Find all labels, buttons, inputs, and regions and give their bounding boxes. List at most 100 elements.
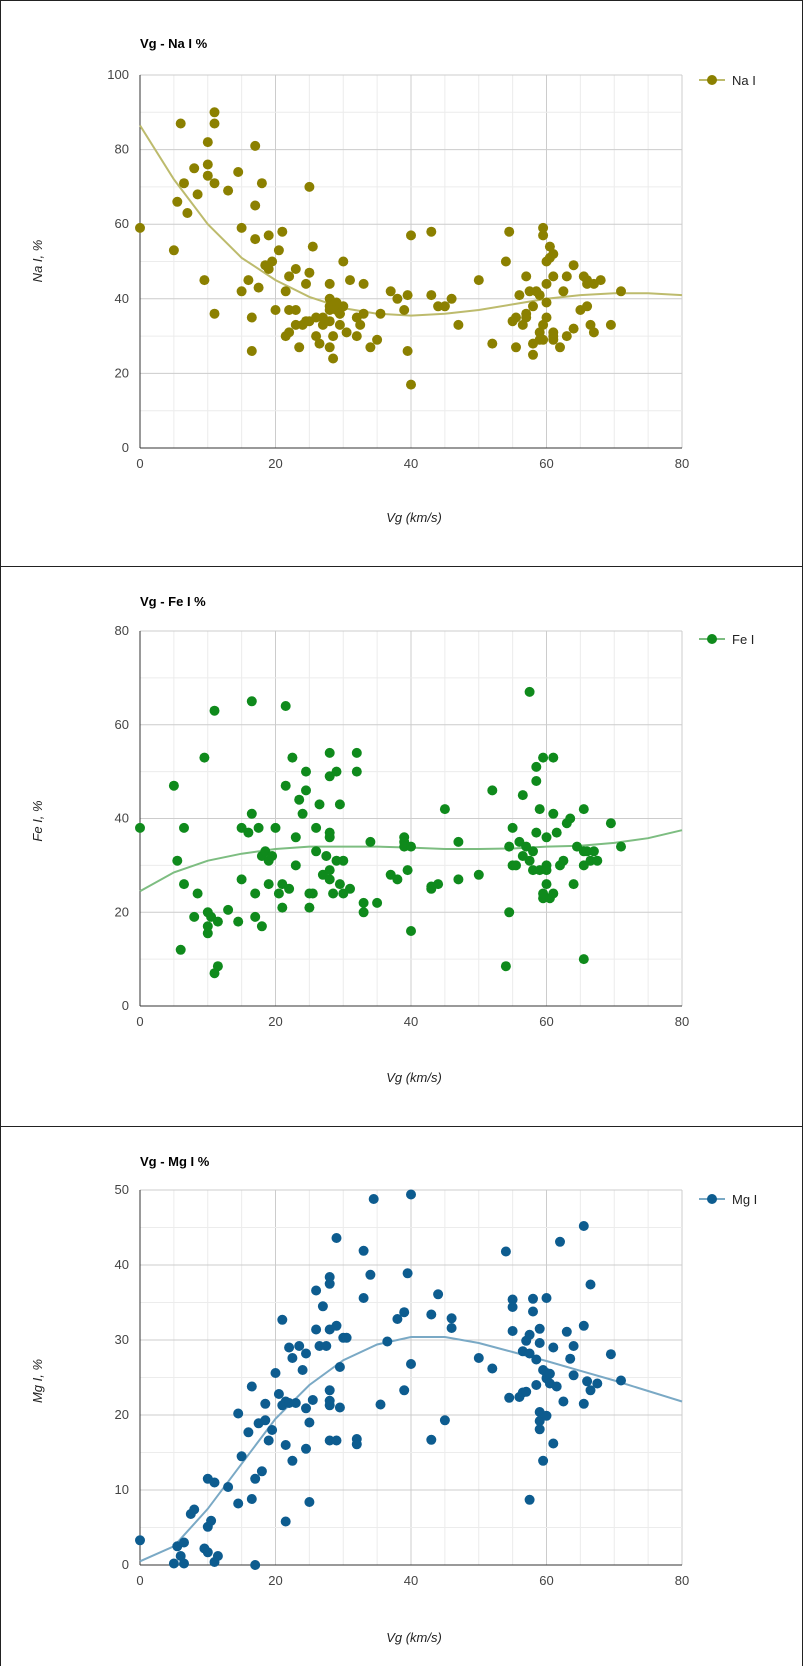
trendline [139,124,683,317]
data-point [250,1560,261,1570]
data-point [588,327,599,338]
data-point [324,278,335,289]
data-point [263,1435,274,1446]
data-point [256,178,267,189]
data-point [334,1362,345,1372]
data-point [372,897,383,908]
data-point [334,319,345,330]
data-point [290,860,301,871]
x-tick-label: 80 [675,1573,689,1588]
data-point [433,879,444,890]
data-point [368,1194,379,1204]
x-tick-label: 40 [404,456,418,471]
data-point [233,1498,244,1509]
data-point [280,286,291,297]
axes: 0 20 40 60 80 0 20 40 60 80 [115,623,690,1029]
data-point [402,865,413,876]
data-point [172,196,183,207]
chart-panel-na: 0 20 40 60 80 0 20 40 60 80 100 Vg - Na I % Vg (km… [0,0,803,567]
data-point [199,752,210,763]
data-point [246,1381,257,1392]
data-point [301,1348,311,1359]
data-point [311,846,322,857]
y-tick-label: 0 [122,998,129,1013]
data-point [473,1353,484,1363]
legend-marker [707,634,717,644]
data-point [399,1307,410,1318]
data-point [358,907,369,918]
data-point [277,226,288,237]
data-point [534,290,545,301]
data-point [605,818,616,829]
data-point [446,1313,457,1324]
data-point [578,804,589,815]
data-point [521,271,532,282]
data-point [250,1473,261,1484]
data-point [351,331,362,342]
data-point [561,271,572,282]
data-point [311,822,322,833]
data-point [504,1392,515,1403]
data-point [260,1398,271,1409]
y-tick-label: 100 [107,67,129,82]
data-point [426,226,437,237]
data-point [568,323,579,334]
data-point [324,827,335,838]
data-point [321,1341,332,1351]
data-point [538,1455,549,1466]
data-point [558,855,569,866]
data-point [206,1515,217,1526]
data-point [534,1416,545,1426]
data-point [528,1293,538,1304]
data-point [500,256,511,267]
data-point [307,241,318,252]
data-point [345,883,355,894]
data-point [528,301,538,312]
data-point [328,888,339,899]
data-point [324,1385,335,1396]
data-points [135,107,626,390]
data-point [324,342,335,353]
data-point [592,1378,603,1389]
data-point [524,855,535,866]
data-point [209,1477,220,1488]
y-tick-label: 80 [115,623,129,638]
data-point [585,319,596,330]
data-point [263,264,274,274]
data-point [541,1410,552,1421]
data-point [250,911,261,922]
data-point [314,799,325,810]
data-point [260,1415,271,1426]
data-point [277,902,288,913]
data-point [223,185,234,196]
data-point [548,334,559,345]
data-point [273,1389,284,1399]
data-point [521,312,532,323]
chart-title: Vg - Mg I % [140,1154,210,1169]
data-point [511,342,521,353]
trendline-group [139,1336,683,1563]
data-point [538,752,549,763]
data-point [179,879,189,890]
data-point [605,1349,616,1360]
data-point [202,159,213,170]
data-point [446,293,457,304]
data-point [202,137,213,148]
data-point [243,827,254,838]
data-point [578,1320,589,1331]
data-point [453,874,464,885]
data-point [338,256,349,267]
chart-panel-fe: 0 20 40 60 80 0 20 40 60 80 Vg - Fe I % Vg (km/s)… [0,566,803,1127]
x-tick-label: 20 [268,456,282,471]
data-point [175,1551,186,1561]
data-point [284,1342,295,1353]
data-point [189,163,200,174]
data-point [453,836,464,847]
data-point [256,921,267,932]
data-point [209,107,220,118]
data-point [582,1376,593,1387]
data-point [290,1398,301,1408]
data-point [135,822,145,833]
y-tick-label: 60 [115,216,129,231]
data-point [175,118,186,129]
